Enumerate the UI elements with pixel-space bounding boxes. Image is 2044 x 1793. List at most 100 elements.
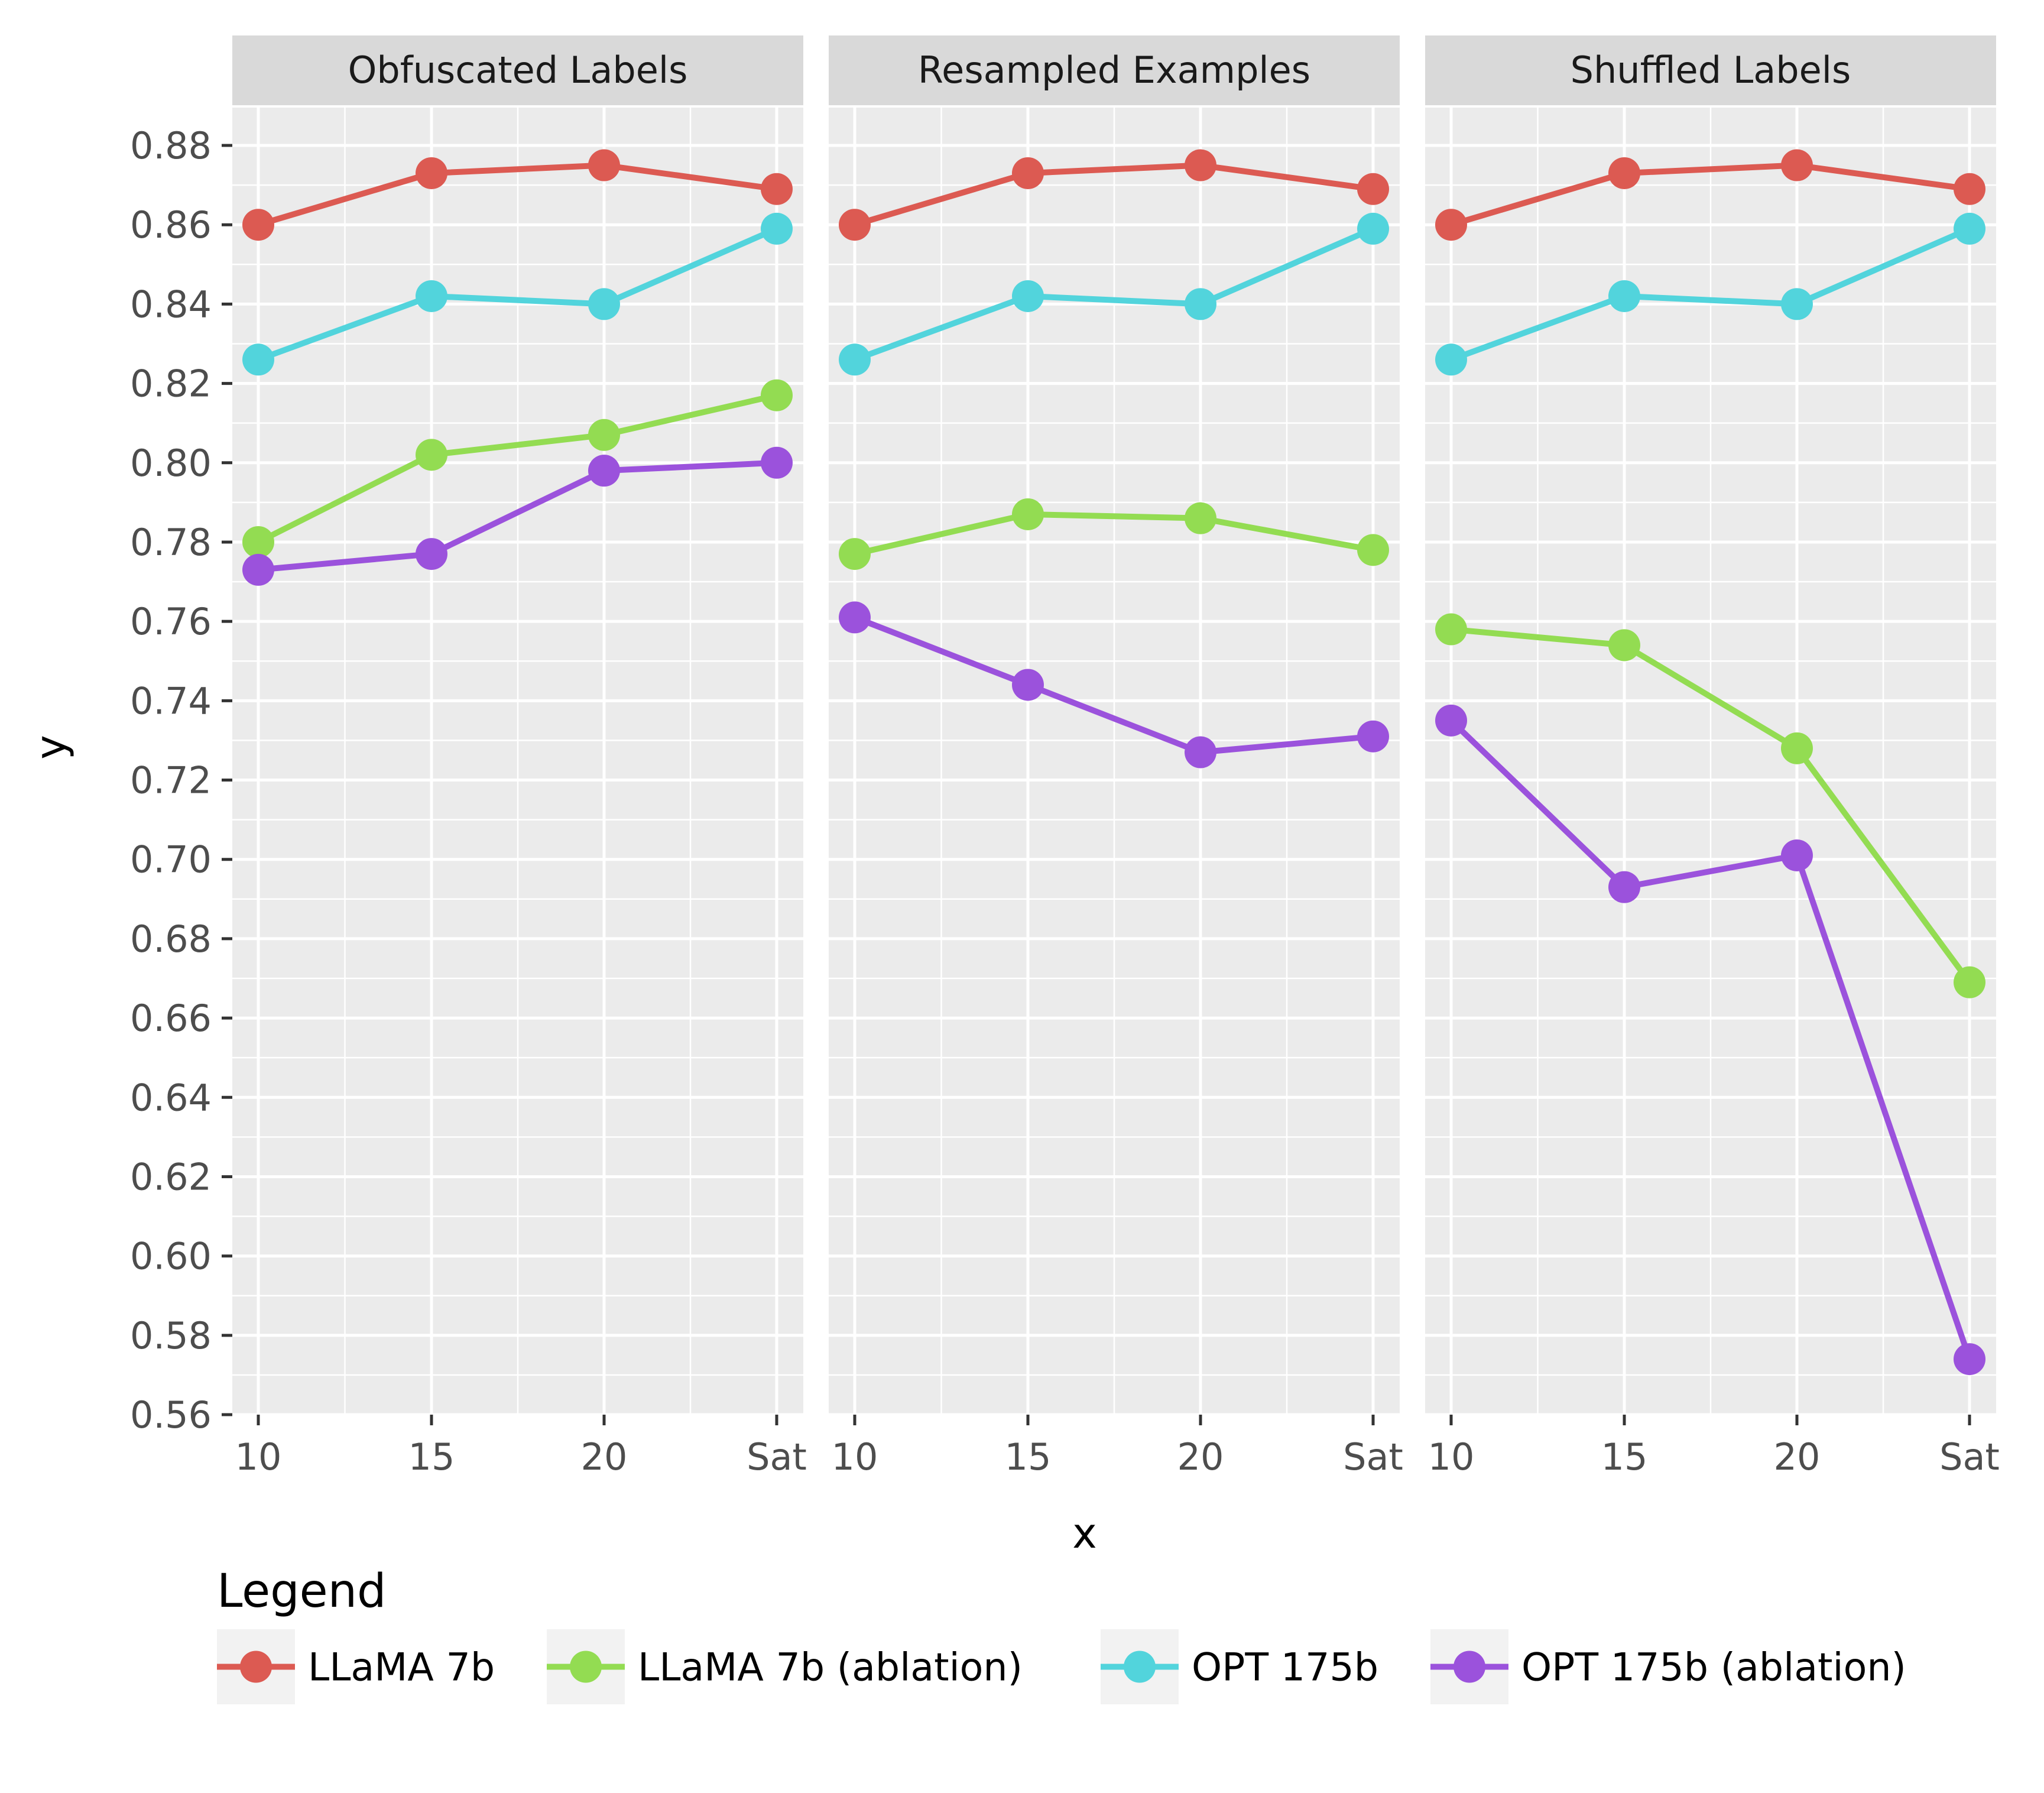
series-line: [852, 225, 1376, 363]
legend-key-point: [570, 1651, 602, 1683]
series-line: [852, 162, 1376, 228]
data-point: [839, 538, 871, 570]
x-tick-label: 15: [1005, 1435, 1052, 1479]
data-point: [588, 288, 620, 320]
series-opt-175b-ablation: [839, 601, 1389, 769]
panel-3: Shuffled Labels 10 15 20 Sat: [1425, 35, 2000, 1479]
data-point: [588, 455, 620, 487]
series-opt-175b-ablation: [242, 446, 793, 586]
y-tick-label: 0.56: [130, 1393, 212, 1437]
series-llama-7b-ablation: [1435, 613, 1985, 998]
data-point: [1012, 157, 1044, 189]
series-opt-175b: [1435, 212, 1985, 376]
y-tick-label: 0.68: [130, 917, 212, 961]
legend-label: LLaMA 7b (ablation): [638, 1646, 1023, 1690]
y-tick-label: 0.88: [130, 124, 212, 167]
y-tick-label: 0.80: [130, 442, 212, 485]
data-point: [416, 538, 447, 570]
series-line: [255, 162, 780, 228]
data-point: [1357, 720, 1389, 753]
x-tick-label: 10: [1428, 1435, 1475, 1479]
data-point: [1185, 288, 1216, 320]
data-point: [1012, 669, 1044, 701]
data-point: [588, 419, 620, 451]
panel-2: Resampled Examples 10 15 20 Sat: [829, 35, 1403, 1479]
panel-strip: [829, 35, 1400, 105]
data-point: [1781, 288, 1813, 320]
panel-1: Obfuscated Labels 10 15 20 Sat: [232, 35, 807, 1479]
series-llama-7b: [839, 149, 1389, 241]
series-llama-7b-ablation: [839, 498, 1389, 570]
data-point: [242, 343, 274, 376]
x-axis-label: x: [1072, 1509, 1096, 1558]
series-llama-7b: [242, 149, 793, 241]
x-tick-label: 15: [1601, 1435, 1648, 1479]
y-tick-label: 0.58: [130, 1314, 212, 1357]
y-tick-label: 0.86: [130, 203, 212, 247]
y-axis: 0.56 0.58 0.60 0.62 0.64 0.66 0.68 0.70 0.72 0.74…: [130, 124, 232, 1437]
x-tick-label: Sat: [747, 1435, 807, 1479]
legend-item: OPT 175b: [1101, 1629, 1378, 1704]
y-tick-label: 0.62: [130, 1155, 212, 1198]
x-tick-label: 10: [832, 1435, 878, 1479]
y-axis-label: y: [27, 735, 75, 759]
data-point: [242, 526, 274, 558]
legend-key-point: [1453, 1651, 1485, 1683]
data-point: [416, 157, 447, 189]
y-tick-label: 0.60: [130, 1235, 212, 1278]
legend-item: OPT 175b (ablation): [1430, 1629, 1906, 1704]
series-line: [255, 459, 780, 573]
series-line: [1448, 717, 1972, 1363]
data-point: [416, 280, 447, 312]
x-tick-label: Sat: [1343, 1435, 1403, 1479]
series-line: [1448, 162, 1972, 228]
series-line: [1448, 626, 1972, 985]
data-point: [1608, 629, 1640, 662]
y-tick-label: 0.70: [130, 838, 212, 881]
panel-title: Shuffled Labels: [1571, 48, 1851, 92]
data-point: [761, 446, 793, 479]
data-point: [1954, 1343, 1985, 1376]
data-point: [588, 149, 620, 181]
data-point: [1435, 343, 1467, 376]
x-tick-label: 20: [581, 1435, 628, 1479]
series-opt-175b: [839, 212, 1389, 376]
data-point: [1435, 704, 1467, 737]
panel-title: Obfuscated Labels: [348, 48, 688, 92]
legend-label: LLaMA 7b: [308, 1646, 495, 1690]
y-tick-label: 0.78: [130, 521, 212, 564]
data-point: [1608, 157, 1640, 189]
data-point: [1435, 613, 1467, 646]
legend-key-point: [240, 1651, 272, 1683]
x-tick-label: 15: [408, 1435, 455, 1479]
y-tick-label: 0.64: [130, 1076, 212, 1119]
y-tick-label: 0.84: [130, 283, 212, 326]
data-point: [761, 173, 793, 205]
data-point: [1781, 839, 1813, 871]
panel-strip: [232, 35, 803, 105]
series-llama-7b: [1435, 149, 1985, 241]
data-point: [1185, 736, 1216, 769]
data-point: [1781, 149, 1813, 181]
x-tick-label: Sat: [1939, 1435, 2000, 1479]
data-point: [416, 439, 447, 471]
data-point: [1012, 280, 1044, 312]
data-point: [1357, 534, 1389, 566]
y-tick-label: 0.72: [130, 759, 212, 802]
y-tick-label: 0.82: [130, 362, 212, 406]
data-point: [1185, 502, 1216, 534]
data-point: [761, 212, 793, 245]
data-point: [761, 379, 793, 411]
legend-key-point: [1124, 1651, 1156, 1683]
series-line: [1448, 225, 1972, 363]
data-point: [839, 601, 871, 634]
data-point: [1012, 498, 1044, 530]
y-tick-label: 0.74: [130, 679, 212, 722]
data-point: [1954, 966, 1985, 998]
data-point: [242, 553, 274, 586]
series-opt-175b: [242, 212, 793, 376]
y-tick-label: 0.76: [130, 600, 212, 643]
data-point: [1608, 280, 1640, 312]
